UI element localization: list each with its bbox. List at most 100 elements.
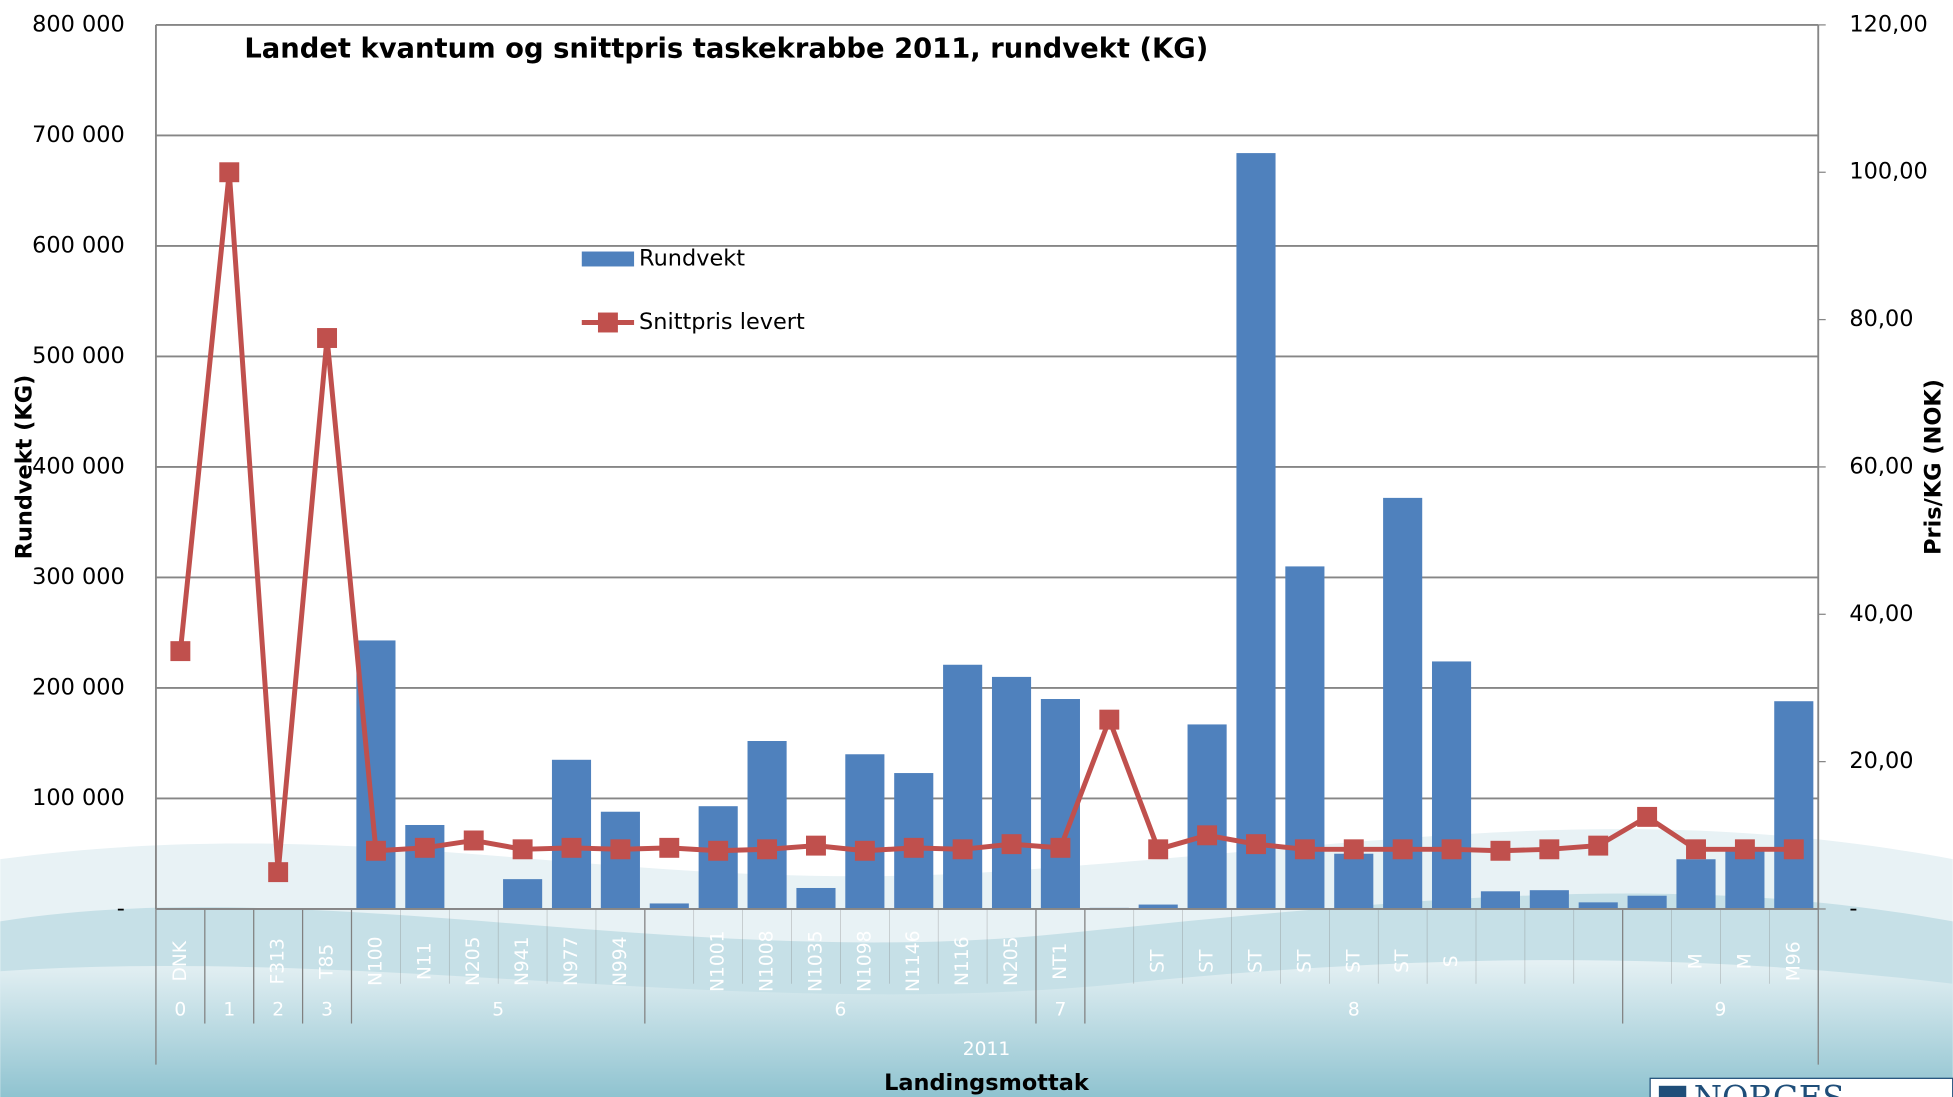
line-marker <box>1490 841 1510 861</box>
y2-tick-label: 120,00 <box>1849 11 1927 37</box>
bar <box>356 640 395 909</box>
y-tick-label: 500 000 <box>32 343 125 369</box>
x-tick-label: N1008 <box>757 931 778 992</box>
y-tick-label: 600 000 <box>32 232 125 258</box>
line-marker <box>513 839 533 859</box>
x-tick-label: F313 <box>268 938 289 984</box>
bar <box>1481 891 1520 909</box>
legend-swatch <box>582 252 634 267</box>
x-tick-label: ST <box>1148 949 1169 973</box>
x-tick-label: ST <box>1392 949 1413 973</box>
y-tick-label: 400 000 <box>32 453 125 479</box>
line-marker <box>708 841 728 861</box>
x-tick-label: N205 <box>463 936 484 986</box>
y2-tick-label: 100,00 <box>1849 159 1927 185</box>
x-tick-label: N977 <box>561 936 582 986</box>
y2-tick-label: 80,00 <box>1849 306 1913 332</box>
x-tick-label: DNK <box>170 940 191 981</box>
bar <box>1628 896 1667 909</box>
year-label: 2011 <box>963 1039 1010 1060</box>
line-marker <box>317 328 337 348</box>
y-tick-label: 100 000 <box>32 785 125 811</box>
legend-label: Snittpris levert <box>639 309 805 335</box>
legend-label: Rundvekt <box>639 245 745 271</box>
bar <box>796 888 835 909</box>
x-tick-label: N941 <box>512 936 533 986</box>
line-marker <box>1539 839 1559 859</box>
line-marker <box>1686 839 1706 859</box>
group-label: 9 <box>1715 999 1727 1020</box>
y-tick-label: 800 000 <box>32 11 125 37</box>
bar <box>943 665 982 909</box>
line-marker <box>757 839 777 859</box>
line-marker <box>268 862 288 882</box>
line-marker <box>1197 825 1217 845</box>
chart-title: Landet kvantum og snittpris taskekrabbe … <box>244 33 1208 64</box>
bar <box>552 760 591 909</box>
line-marker <box>1050 838 1070 858</box>
y2-tick-label: 20,00 <box>1849 748 1913 774</box>
x-tick-label: S <box>1441 955 1462 967</box>
line-marker <box>464 831 484 851</box>
line-marker <box>366 841 386 861</box>
group-label: 6 <box>834 999 846 1020</box>
x-tick-label: ST <box>1294 949 1315 973</box>
bar <box>1774 701 1813 909</box>
logo-text: NORGES <box>1694 1079 1845 1097</box>
bar <box>1530 890 1569 909</box>
bar <box>1041 699 1080 909</box>
y2-axis-title: Pris/KG (NOK) <box>1921 379 1947 555</box>
x-axis-title: Landingsmottak <box>884 1070 1090 1096</box>
group-label: 7 <box>1054 999 1066 1020</box>
y-tick-label: 200 000 <box>32 674 125 700</box>
line <box>180 172 1793 872</box>
line-marker <box>1148 839 1168 859</box>
line-marker <box>953 839 973 859</box>
bar <box>748 741 787 909</box>
line-marker <box>1588 836 1608 856</box>
x-tick-label: N100 <box>365 936 386 986</box>
group-label: 2 <box>272 999 284 1020</box>
bar <box>1432 661 1471 909</box>
x-tick-label: N1098 <box>854 931 875 992</box>
bar <box>1676 859 1715 909</box>
line-marker <box>1442 839 1462 859</box>
x-tick-label: N205 <box>1001 936 1022 986</box>
x-tick-label: N11 <box>414 942 435 980</box>
group-label: 8 <box>1348 999 1360 1020</box>
line-marker <box>1295 839 1315 859</box>
line-marker <box>610 839 630 859</box>
chart: Landet kvantum og snittpris taskekrabbe … <box>0 0 1953 1097</box>
line-marker <box>1784 839 1804 859</box>
x-tick-label: ST <box>1245 949 1266 973</box>
bar <box>1579 902 1618 909</box>
group-label: 1 <box>223 999 235 1020</box>
x-tick-label: ST <box>1343 949 1364 973</box>
page: {"chart_data": {"type": "bar-line", "tit… <box>0 0 1953 1097</box>
bar <box>1236 153 1275 909</box>
bar <box>845 754 884 909</box>
x-tick-label: M96 <box>1783 941 1804 981</box>
legend-swatch <box>598 313 618 333</box>
x-tick-label: M <box>1734 953 1755 969</box>
line-marker <box>806 836 826 856</box>
group-label: 0 <box>174 999 186 1020</box>
x-tick-label: T85 <box>317 944 338 980</box>
line-marker <box>1344 839 1364 859</box>
line-marker <box>1246 834 1266 854</box>
line-marker <box>1637 807 1657 827</box>
x-tick-label: NT1 <box>1050 943 1071 980</box>
logo: NORGES <box>1650 1078 1953 1097</box>
line-marker <box>562 838 582 858</box>
y-tick-label: 300 000 <box>32 564 125 590</box>
line-marker <box>1002 834 1022 854</box>
x-tick-label: N1146 <box>903 931 924 992</box>
x-tick-label: N1001 <box>708 931 729 992</box>
y2-tick-label: 40,00 <box>1849 601 1913 627</box>
x-tick-label: N116 <box>952 936 973 986</box>
line-marker <box>659 838 679 858</box>
logo-icon <box>1659 1086 1686 1097</box>
line-marker <box>1099 710 1119 730</box>
y2-tick-label: - <box>1849 895 1857 921</box>
bar <box>1334 854 1373 909</box>
